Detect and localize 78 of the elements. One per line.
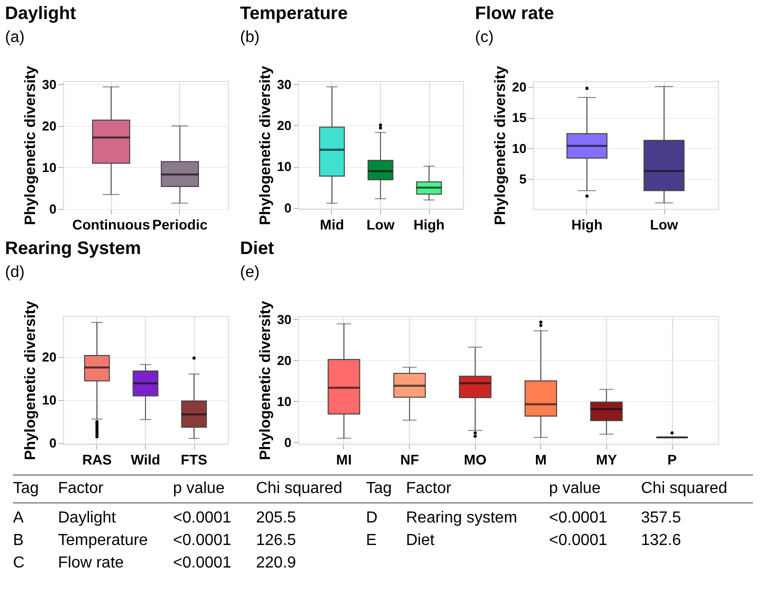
y-axis-title: Phylogenetic diversity [22,65,40,226]
text: <0.0001 [173,554,232,572]
x-tick-label: Mid [320,216,344,232]
text: Rearing system [406,510,518,527]
x-tick-label: Periodic [152,216,208,232]
chart-title: Rearing System [5,238,142,258]
x-tick-label: RAS [82,452,112,468]
text: (c) [475,29,494,46]
y-tick-label: 10 [42,160,56,175]
y-tick-label: 30 [277,76,292,92]
y-tick-label: 30 [42,76,56,92]
x-tick-label: Wild [130,452,160,468]
y-tick-label: 0 [284,200,292,216]
text: Temperature [58,532,148,549]
text: D [366,510,378,527]
chart-title: Diet [240,238,274,258]
x-tick-label: M [534,452,547,468]
text: Factor [406,480,452,497]
x-tick-label: MY [596,452,618,468]
x-tick-label: P [667,452,677,468]
text: Tag [366,480,392,497]
text: p value [549,480,601,497]
text: (a) [5,29,25,46]
text: Factor [58,480,104,497]
y-tick-label: 10 [42,392,56,408]
chart-title: Daylight [5,3,76,23]
y-axis-title: Phylogenetic diversity [257,300,274,460]
y-tick-label: 5 [519,171,526,186]
y-tick-label: 20 [277,352,292,368]
y-axis-title: Phylogenetic diversity [492,65,510,226]
text: 220.9 [256,554,296,572]
y-tick-label: 0 [49,202,56,216]
x-tick-label: Continuous [72,216,150,232]
text: B [13,532,24,549]
chart-title: Flow rate [475,3,554,23]
text: (b) [240,29,260,46]
text: 132.6 [641,532,682,549]
text: Tag [13,480,39,497]
y-tick-label: 10 [512,140,526,156]
y-tick-label: 20 [277,118,292,133]
y-tick-label: 20 [512,80,526,95]
text: A [13,510,24,527]
y-tick-label: 30 [277,312,292,327]
y-tick-label: 20 [42,350,56,365]
y-tick-label: 15 [512,110,526,126]
text: <0.0001 [549,510,608,527]
text: (e) [240,264,260,281]
y-axis-title: Phylogenetic diversity [22,300,40,460]
text: Diet [406,532,436,549]
y-tick-label: 0 [284,434,292,450]
text: E [366,532,377,549]
x-tick-label: NF [400,452,420,468]
x-tick-label: High [413,216,445,232]
x-tick-label: FTS [180,452,208,468]
text: Chi squared [256,480,342,497]
text: <0.0001 [549,532,608,549]
text: 357.5 [641,510,682,527]
x-tick-label: MO [464,452,487,468]
text: Chi squared [641,480,728,497]
text: Daylight [58,510,116,527]
x-tick-label: MI [336,452,352,468]
text: 126.5 [256,532,296,549]
text: C [13,554,25,572]
text: <0.0001 [173,532,232,549]
text: Flow rate [58,554,124,572]
text: <0.0001 [173,510,232,527]
text: (d) [5,264,25,281]
y-tick-label: 10 [277,159,292,174]
chart-title: Temperature [240,3,348,23]
x-tick-label: Low [366,216,395,232]
y-tick-label: 20 [42,118,56,134]
y-tick-label: 0 [49,436,56,451]
text: 205.5 [256,510,296,527]
x-tick-label: High [571,216,603,232]
y-tick-label: 10 [277,394,292,409]
x-tick-label: Low [650,216,678,232]
text: p value [173,480,225,497]
y-axis-title: Phylogenetic diversity [257,65,274,226]
